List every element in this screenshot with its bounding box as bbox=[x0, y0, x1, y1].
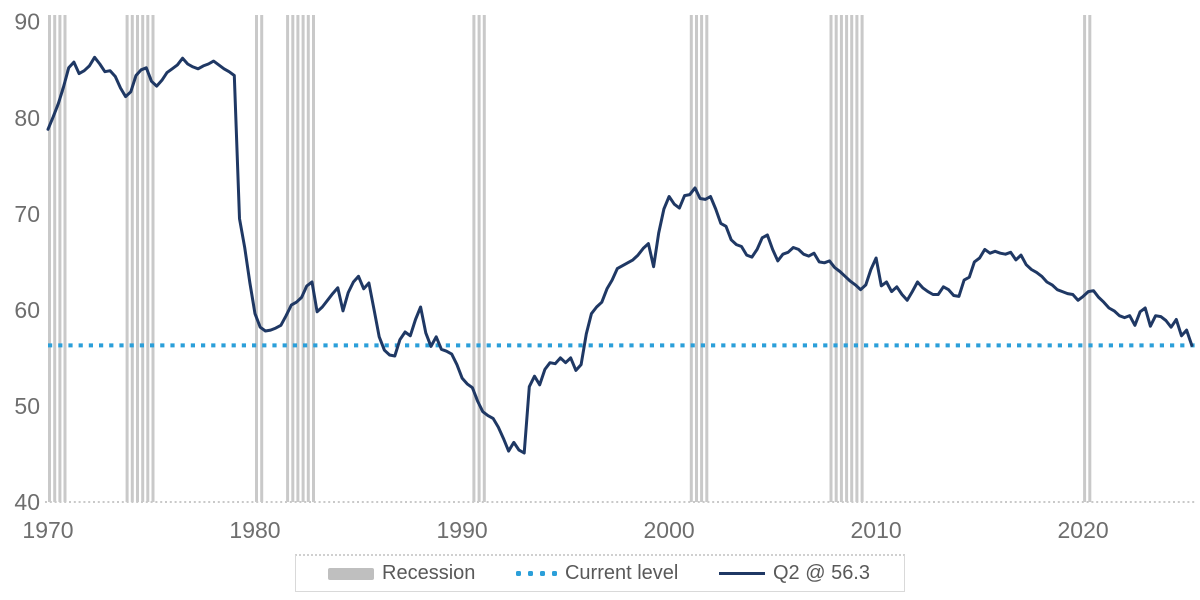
recession-quarter-bar bbox=[834, 15, 838, 502]
recession-quarter-bar bbox=[472, 15, 476, 502]
recession-quarter-bar bbox=[136, 15, 139, 502]
legend-label-series: Q2 @ 56.3 bbox=[772, 562, 870, 584]
recession-quarter-bar bbox=[260, 15, 264, 502]
recession-quarter-bar bbox=[48, 15, 51, 502]
recession-quarter-bar bbox=[151, 15, 155, 502]
recession-quarter-bar bbox=[695, 15, 698, 502]
recession-quarter-bar bbox=[312, 15, 315, 502]
recession-bars bbox=[48, 15, 1092, 502]
recession-quarter-bar bbox=[855, 15, 859, 502]
x-tick-label: 2000 bbox=[644, 517, 695, 543]
y-tick-label: 80 bbox=[14, 105, 40, 131]
dotted-line-swatch-icon bbox=[515, 571, 557, 576]
legend-label-recession: Recession bbox=[382, 562, 476, 584]
recession-quarter-bar bbox=[58, 15, 62, 502]
recession-quarter-bar bbox=[130, 15, 134, 502]
recession-quarter-bar bbox=[477, 15, 481, 502]
recession-quarter-bar bbox=[296, 15, 300, 502]
series-path bbox=[46, 55, 1194, 455]
series-line bbox=[46, 55, 1194, 455]
recession-quarter-bar bbox=[850, 15, 854, 502]
recession-quarter-bar bbox=[1088, 15, 1092, 502]
x-tick-label: 1980 bbox=[229, 517, 280, 543]
recession-quarter-bar bbox=[705, 15, 709, 502]
recession-quarter-bar bbox=[146, 15, 150, 502]
recession-quarter-bar bbox=[845, 15, 849, 502]
x-tick-label: 2010 bbox=[851, 517, 902, 543]
legend-label-current-level: Current level bbox=[564, 562, 679, 584]
y-tick-label: 40 bbox=[14, 489, 40, 515]
recession-quarter-bar bbox=[63, 15, 67, 502]
series-line-swatch-icon bbox=[718, 572, 765, 575]
x-tick-label: 1970 bbox=[22, 517, 73, 543]
x-axis-labels: 1970 1980 1990 2000 2010 2020 bbox=[22, 517, 1108, 543]
recession-quarter-bar bbox=[829, 15, 833, 502]
legend-item-recession: Recession bbox=[328, 562, 475, 585]
recession-quarter-bar bbox=[700, 15, 704, 502]
recession-quarter-bar bbox=[125, 15, 129, 502]
recession-quarter-bar bbox=[301, 15, 305, 502]
legend: Recession Current level Q2 @ 56.3 bbox=[295, 554, 905, 592]
recession-quarter-bar bbox=[860, 15, 864, 502]
recession-quarter-bar bbox=[689, 15, 693, 502]
legend-item-current-level: Current level bbox=[515, 562, 679, 585]
y-tick-label: 70 bbox=[14, 201, 40, 227]
recession-quarter-bar bbox=[53, 15, 57, 502]
y-axis-labels: 40 50 60 70 80 90 bbox=[14, 9, 40, 515]
recession-quarter-bar bbox=[1083, 15, 1087, 502]
recession-quarter-bar bbox=[141, 15, 145, 502]
recession-quarter-bar bbox=[839, 15, 843, 502]
x-tick-label: 2020 bbox=[1058, 517, 1109, 543]
x-tick-label: 1990 bbox=[437, 517, 488, 543]
legend-item-series: Q2 @ 56.3 bbox=[718, 562, 870, 585]
recession-swatch-icon bbox=[328, 567, 374, 580]
y-tick-label: 60 bbox=[14, 297, 40, 323]
y-tick-label: 90 bbox=[14, 9, 40, 35]
recession-quarter-bar bbox=[482, 15, 486, 502]
recession-quarter-bar bbox=[286, 15, 290, 502]
recession-quarter-bar bbox=[291, 15, 295, 502]
recession-quarter-bar bbox=[255, 15, 258, 502]
recession-quarter-bar bbox=[306, 15, 310, 502]
y-tick-label: 50 bbox=[14, 393, 40, 419]
